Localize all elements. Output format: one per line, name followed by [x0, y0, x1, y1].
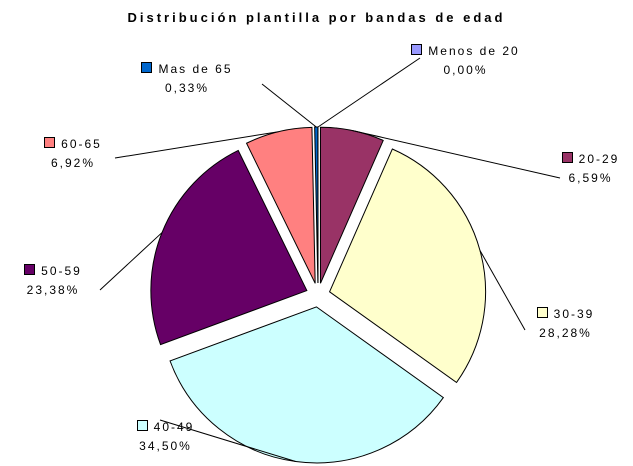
value-label: 0,33% — [164, 81, 210, 95]
value-label: 23,38% — [26, 283, 80, 297]
leader-line — [114, 131, 279, 159]
value-label: 6,92% — [50, 156, 96, 170]
slice-label: 30-39 28,28% — [523, 305, 608, 343]
slice-label: 20-29 6,59% — [553, 150, 628, 188]
leader-line — [159, 419, 296, 462]
legend-swatch — [561, 152, 573, 163]
leader-line — [352, 130, 561, 179]
slice-label: Mas de 65 0,33% — [128, 60, 246, 98]
legend-swatch — [136, 420, 148, 431]
pie-slice — [150, 149, 308, 346]
pie-slice — [245, 126, 316, 284]
pie-slice — [328, 148, 487, 384]
value-label: 28,28% — [539, 326, 592, 340]
slice-label: Menos de 20 0,00% — [398, 42, 533, 80]
legend-swatch — [536, 307, 548, 318]
chart-title: Distribución plantilla por bandas de eda… — [127, 10, 506, 25]
slice-label: 50-59 23,38% — [8, 262, 98, 300]
legend-swatch — [24, 264, 36, 275]
category-label: Menos de 20 — [428, 44, 520, 58]
legend-swatch — [44, 137, 56, 148]
value-label: 6,59% — [568, 171, 613, 185]
leader-line — [261, 83, 317, 128]
leader-line — [317, 57, 421, 128]
leader-line — [99, 232, 163, 291]
category-label: 50-59 — [41, 264, 82, 278]
value-label: 0,00% — [443, 63, 488, 77]
category-label: Mas de 65 — [158, 62, 233, 76]
value-label: 34,50% — [139, 439, 192, 453]
category-label: 20-29 — [578, 152, 620, 166]
slice-label: 40-49 34,50% — [118, 418, 213, 456]
category-label: 30-39 — [553, 307, 595, 321]
slice-label: 60-65 6,92% — [28, 135, 118, 173]
category-label: 40-49 — [153, 420, 195, 434]
leader-line — [479, 250, 526, 331]
legend-swatch — [141, 62, 153, 73]
pie-slice — [314, 126, 319, 284]
legend-swatch — [411, 44, 423, 55]
category-label: 60-65 — [61, 137, 102, 151]
